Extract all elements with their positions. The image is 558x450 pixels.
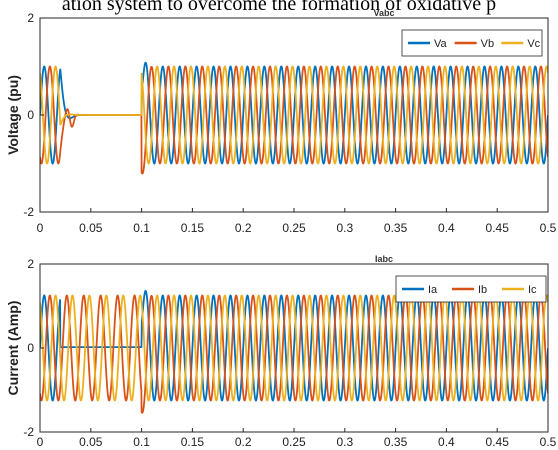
series-Ia [40,289,548,402]
legend-label-Ic: Ic [528,284,537,296]
waveforms [40,289,548,414]
plot-title: Iabc [375,254,393,264]
x-tick-label: 0 [37,221,44,235]
legend-label-Vc: Vc [527,38,540,50]
y-tick-label: 2 [27,11,34,25]
y-axis-label: Voltage (pu) [5,75,21,155]
y-tick-label: 2 [27,257,34,271]
chart-panel-1: Vabc 0 0.05 0.1 0.15 0.2 0.25 0.3 0.35 0.4 0.45 0.5… [5,8,557,235]
chart-panel-2: Iabc 0 0.05 0.1 0.15 0.2 0.25 0.3 0.35 0.4 0.45 0.5… [5,254,557,449]
x-tick-label: 0.1 [133,435,150,449]
x-tick-label: 0.4 [438,435,455,449]
x-tick-label: 0.25 [282,221,306,235]
y-tick-label: -2 [23,425,34,439]
legend-label-Ib: Ib [478,284,487,296]
legend-label-Ia: Ia [428,284,438,296]
x-tick-label: 0.5 [540,435,557,449]
series-Vc [40,65,548,165]
series-Ic [40,294,548,402]
y-tick-label: 0 [27,108,34,122]
x-tick-label: 0.2 [235,435,252,449]
legend: Ia Ib Ic [395,275,547,303]
legend-label-Vb: Vb [481,38,494,50]
x-tick-label: 0.35 [384,221,408,235]
y-tick-label: -2 [23,205,34,219]
x-tick-label: 0.15 [181,435,205,449]
x-tick-label: 0.5 [540,221,557,235]
x-tick-label: 0.05 [79,435,103,449]
x-tick-label: 0.15 [181,221,205,235]
legend-label-Va: Va [434,38,448,50]
x-tick-label: 0 [37,435,44,449]
x-tick-label: 0.4 [438,221,455,235]
x-tick-label: 0.1 [133,221,150,235]
x-tick-label: 0.25 [282,435,306,449]
x-tick-label: 0.45 [486,435,510,449]
x-tick-label: 0.2 [235,221,252,235]
waveforms [40,61,548,175]
x-tick-label: 0.05 [79,221,103,235]
legend: Va Vb Vc [401,29,543,57]
y-axis-label: Current (Amp) [5,301,21,396]
x-tick-label: 0.45 [486,221,510,235]
series-Ib [40,294,548,414]
plot-title: Vabc [373,8,394,18]
x-tick-label: 0.35 [384,435,408,449]
y-tick-label: 0 [27,341,34,355]
x-tick-label: 0.3 [336,221,353,235]
page-caption: ation system to overcome the formation o… [61,0,497,15]
x-tick-label: 0.3 [336,435,353,449]
